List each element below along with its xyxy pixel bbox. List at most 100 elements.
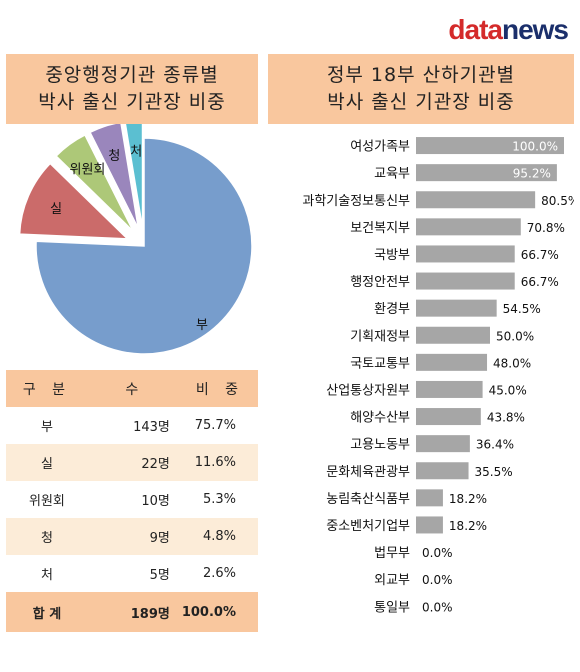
table-row: 실 22명 11.6% — [6, 444, 258, 481]
bar — [416, 137, 564, 155]
row-share: 75.7% — [181, 407, 258, 444]
bar — [416, 245, 515, 263]
bar-value-label: 54.5% — [503, 302, 541, 316]
row-category: 처 — [6, 555, 88, 592]
bar-chart-area: 여성가족부 100.0% 교육부 95.2% 과학기술정보통신부 80.5% 보건복지부 70… — [268, 126, 574, 622]
datanews-logo: datanews — [448, 14, 569, 46]
left-title-line1: 중앙행정기관 종류별 — [45, 64, 219, 86]
pie-slice — [35, 137, 253, 355]
bar-category-label: 중소벤처기업부 — [326, 519, 410, 534]
pie-slice-label: 실 — [50, 202, 62, 217]
bar-category-label: 기획재정부 — [350, 329, 410, 344]
bar-category-label: 통일부 — [374, 600, 410, 615]
table-row: 부 143명 75.7% — [6, 407, 258, 444]
bar — [416, 164, 557, 182]
row-share: 2.6% — [181, 555, 258, 592]
bar — [416, 191, 536, 209]
table-row: 청 9명 4.8% — [6, 518, 258, 555]
row-count: 9명 — [87, 518, 182, 555]
right-title-line2: 박사 출신 기관장 비중 — [327, 91, 515, 113]
bar-value-label: 35.5% — [475, 465, 513, 479]
pie-chart-area: 부 실 위원회 청 처 — [6, 124, 258, 368]
bar-value-label: 70.8% — [527, 221, 565, 235]
pie-slice — [18, 162, 130, 240]
bar-category-label: 국방부 — [374, 248, 410, 263]
bar-category-label: 법무부 — [374, 546, 410, 561]
bar-category-label: 국토교통부 — [350, 356, 410, 371]
pie-slice — [54, 133, 135, 233]
bar-category-label: 과학기술정보통신부 — [302, 194, 410, 209]
bar-value-label: 80.5% — [541, 194, 574, 208]
bar-value-label: 45.0% — [489, 383, 527, 397]
row-count: 22명 — [87, 444, 182, 481]
right-panel-title: 정부 18부 산하기관별 박사 출신 기관장 비중 — [268, 54, 574, 124]
pie-slice-label: 처 — [130, 145, 142, 160]
bar — [416, 272, 515, 290]
bar — [416, 489, 443, 507]
bar — [416, 380, 483, 398]
bar-category-label: 해양수산부 — [350, 411, 410, 426]
left-title-line2: 박사 출신 기관장 비중 — [38, 91, 226, 113]
logo-data-text: data — [448, 14, 503, 45]
total-count: 189명 — [87, 592, 182, 632]
bar-value-label: 36.4% — [476, 438, 514, 452]
logo-news-text: news — [501, 14, 569, 45]
pie-slice-label: 청 — [108, 149, 120, 164]
row-share: 5.3% — [181, 481, 258, 518]
total-share: 100.0% — [181, 592, 258, 632]
bar-category-label: 보건복지부 — [350, 221, 410, 236]
bar-value-label: 0.0% — [422, 573, 453, 587]
header-category: 구 분 — [6, 370, 88, 407]
bar-value-label: 18.2% — [449, 519, 487, 533]
row-category: 실 — [6, 444, 88, 481]
bar-category-label: 여성가족부 — [350, 140, 410, 155]
header-count: 수 — [87, 370, 182, 407]
bar-value-label: 100.0% — [512, 140, 558, 154]
bar-value-label: 0.0% — [422, 546, 453, 560]
bar — [416, 299, 497, 317]
bar-value-label: 66.7% — [521, 275, 559, 289]
row-share: 4.8% — [181, 518, 258, 555]
bar — [416, 516, 443, 534]
bar-value-label: 50.0% — [496, 329, 534, 343]
row-count: 5명 — [87, 555, 182, 592]
table-total-row: 합 계 189명 100.0% — [6, 592, 258, 632]
bar-chart: 여성가족부 100.0% 교육부 95.2% 과학기술정보통신부 80.5% 보건복지부 70… — [302, 137, 574, 615]
total-category: 합 계 — [6, 592, 88, 632]
bar-value-label: 43.8% — [487, 411, 525, 425]
row-count: 143명 — [87, 407, 182, 444]
row-share: 11.6% — [181, 444, 258, 481]
bar-value-label: 66.7% — [521, 248, 559, 262]
bar-category-label: 행정안전부 — [350, 274, 410, 290]
bar — [416, 353, 488, 371]
bar-category-label: 고용노동부 — [350, 438, 410, 453]
pie-slice — [89, 124, 140, 230]
row-category: 청 — [6, 518, 88, 555]
pie-slice-label: 부 — [196, 318, 208, 333]
bar — [416, 408, 481, 426]
table-row: 위원회 10명 5.3% — [6, 481, 258, 518]
bar-category-label: 농림축산식품부 — [326, 492, 410, 507]
row-category: 위원회 — [6, 481, 88, 518]
pie-slice-label: 위원회 — [70, 163, 106, 178]
header-share: 비 중 — [181, 370, 258, 407]
bar-value-label: 48.0% — [493, 356, 531, 370]
table-header-row: 구 분 수 비 중 — [6, 370, 258, 407]
bar — [416, 462, 469, 480]
bar-category-label: 외교부 — [374, 573, 410, 588]
bar — [416, 435, 470, 453]
row-category: 부 — [6, 407, 88, 444]
pie-slice — [124, 124, 144, 229]
bar-category-label: 문화체육관광부 — [326, 465, 410, 480]
left-panel-title: 중앙행정기관 종류별 박사 출신 기관장 비중 — [6, 54, 258, 124]
row-count: 10명 — [87, 481, 182, 518]
stats-table: 구 분 수 비 중 부 143명 75.7% 실 22명 11.6% 위원회 1… — [6, 370, 258, 632]
table-row: 처 5명 2.6% — [6, 555, 258, 592]
bar-category-label: 환경부 — [374, 302, 410, 317]
bar-category-label: 교육부 — [374, 167, 410, 182]
bar-value-label: 95.2% — [513, 167, 551, 181]
bar — [416, 326, 490, 344]
right-title-line1: 정부 18부 산하기관별 — [326, 64, 516, 86]
bar-value-label: 18.2% — [449, 492, 487, 506]
